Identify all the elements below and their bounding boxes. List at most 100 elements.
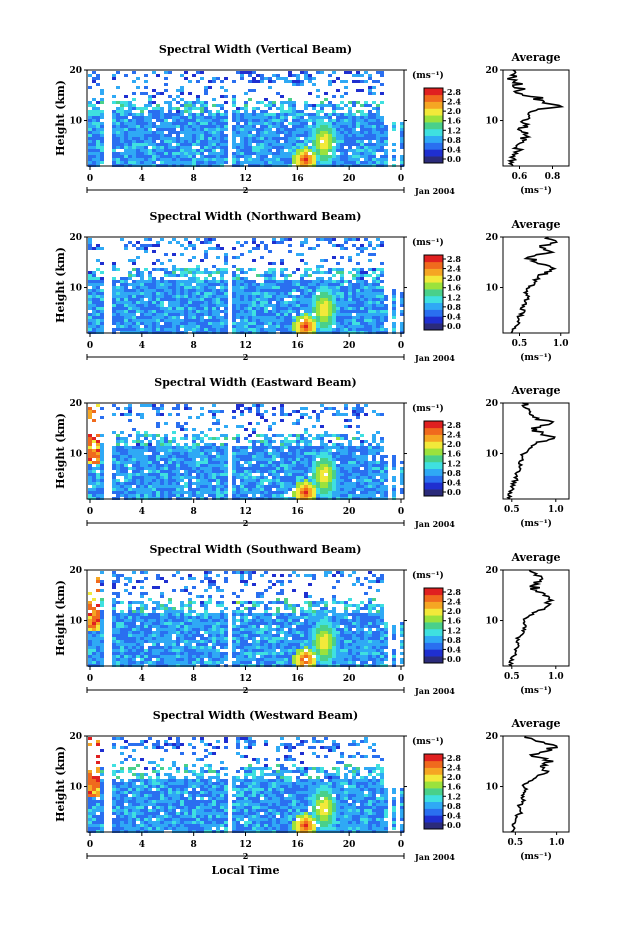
heatmap-cells: [88, 571, 404, 667]
colorbar-segment: [424, 255, 443, 263]
colorbar-tick-label: 1.2: [447, 125, 461, 135]
colorbar-unit-label: (ms⁻¹): [412, 403, 444, 414]
colorbar-segment: [424, 261, 443, 269]
colorbar-segment: [424, 275, 443, 283]
x-tick-label: 16: [291, 507, 304, 517]
panel-2: Spectral Width (Eastward Beam)1020Height…: [54, 376, 570, 529]
y-tick-label: 10: [69, 617, 82, 627]
colorbar-segment: [424, 115, 443, 123]
average-profile-line: [510, 735, 559, 833]
colorbar-tick-label: 2.0: [447, 273, 461, 283]
colorbar-tick-label: 1.6: [447, 616, 461, 626]
date-label: Jan 2004: [414, 686, 455, 696]
colorbar-tick-label: 2.4: [447, 97, 461, 107]
average-y-tick-label: 20: [485, 233, 498, 243]
colorbar-segment: [424, 323, 443, 331]
colorbar-tick-label: 2.4: [447, 264, 461, 274]
colorbar-tick-label: 0.4: [447, 311, 461, 321]
average-frame: [502, 236, 570, 334]
colorbar-tick-label: 1.6: [447, 782, 461, 792]
y-tick-label: 10: [69, 450, 82, 460]
x-tick-label: 12: [239, 674, 252, 684]
colorbar-segment: [424, 822, 443, 830]
x-tick-label: 12: [239, 507, 252, 517]
date-marker: 2: [243, 685, 249, 695]
y-axis-label: Height (km): [54, 413, 67, 489]
y-axis-label: Height (km): [54, 80, 67, 156]
average-frame: [502, 569, 570, 667]
average-frame: [502, 735, 570, 833]
x-tick-label: 8: [191, 840, 197, 850]
colorbar-segment: [424, 421, 443, 429]
colorbar-segment: [424, 760, 443, 768]
colorbar-segment: [424, 108, 443, 116]
colorbar-segment: [424, 815, 443, 823]
x-tick-label: 0: [87, 174, 93, 184]
colorbar-segment: [424, 101, 443, 109]
colorbar-segment: [424, 649, 443, 657]
colorbar-segment: [424, 122, 443, 130]
average-title: Average: [510, 551, 560, 564]
colorbar-segment: [424, 135, 443, 143]
colorbar-tick-label: 2.4: [447, 763, 461, 773]
panel-3: Spectral Width (Southward Beam)1020Heigh…: [54, 543, 570, 696]
average-y-tick-label: 10: [485, 284, 498, 294]
average-profile-line: [508, 569, 556, 667]
y-axis-label: Height (km): [54, 247, 67, 323]
colorbar-segment: [424, 475, 443, 483]
y-axis-label: Height (km): [54, 746, 67, 822]
colorbar-tick-label: 1.2: [447, 292, 461, 302]
average-profile-line: [506, 69, 565, 167]
x-tick-label: 0: [87, 341, 93, 351]
x-tick-label: 0: [398, 840, 404, 850]
average-y-tick-label: 10: [485, 783, 498, 793]
colorbar-unit-label: (ms⁻¹): [412, 237, 444, 248]
colorbar-segment: [424, 142, 443, 150]
x-tick-label: 12: [239, 341, 252, 351]
average-title: Average: [510, 717, 560, 730]
y-tick-label: 20: [69, 399, 82, 409]
average-frame: [502, 402, 570, 500]
x-tick-label: 0: [398, 341, 404, 351]
colorbar-tick-label: 1.6: [447, 449, 461, 459]
colorbar-frame: [423, 587, 444, 664]
colorbar-segment: [424, 622, 443, 630]
colorbar-segment: [424, 767, 443, 775]
colorbar-segment: [424, 594, 443, 602]
colorbar-segment: [424, 88, 443, 96]
colorbar-segment: [424, 94, 443, 102]
date-label: Jan 2004: [414, 186, 455, 196]
colorbar-segment: [424, 268, 443, 276]
colorbar-frame: [423, 87, 444, 164]
colorbar-segment: [424, 774, 443, 782]
average-x-tick-label: 1.0: [553, 339, 569, 349]
colorbar-tick-label: 0.4: [447, 810, 461, 820]
average-x-axis-label: (ms⁻¹): [520, 352, 552, 363]
x-tick-label: 0: [87, 507, 93, 517]
date-marker: 2: [243, 352, 249, 362]
x-tick-label: 16: [291, 840, 304, 850]
colorbar-segment: [424, 448, 443, 456]
colorbar-segment: [424, 601, 443, 609]
colorbar-tick-label: 2.0: [447, 606, 461, 616]
panel-title: Spectral Width (Eastward Beam): [154, 376, 356, 389]
y-tick-label: 20: [69, 66, 82, 76]
colorbar-tick-label: 0.8: [447, 135, 461, 145]
colorbar-tick-label: 1.6: [447, 116, 461, 126]
colorbar-tick-label: 0.4: [447, 144, 461, 154]
x-tick-label: 4: [139, 674, 145, 684]
x-tick-label: 20: [343, 507, 356, 517]
colorbar-tick-label: 1.2: [447, 625, 461, 635]
average-x-axis-label: (ms⁻¹): [520, 685, 552, 696]
average-y-tick-label: 10: [485, 117, 498, 127]
colorbar-tick-label: 0.8: [447, 302, 461, 312]
colorbar-tick-label: 1.6: [447, 283, 461, 293]
y-tick-label: 20: [69, 732, 82, 742]
colorbar-segment: [424, 156, 443, 164]
x-axis-label: Local Time: [212, 864, 280, 877]
average-y-tick-label: 20: [485, 66, 498, 76]
colorbar-frame: [423, 753, 444, 830]
x-tick-label: 4: [139, 341, 145, 351]
colorbar-segment: [424, 468, 443, 476]
